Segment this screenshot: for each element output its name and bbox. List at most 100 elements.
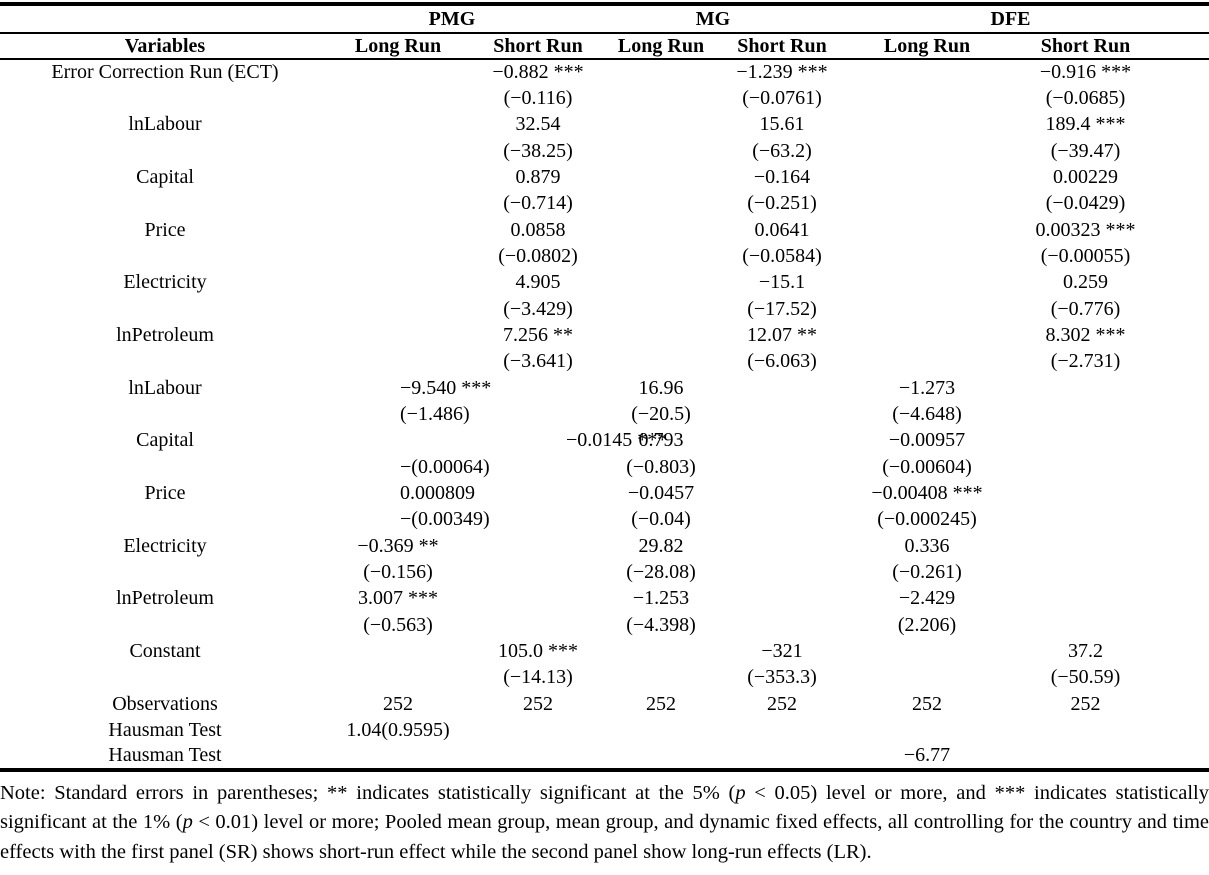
- variable-label: Price: [144, 481, 186, 504]
- cell-value: [466, 717, 610, 743]
- variable-label: Hausman Test: [108, 718, 222, 741]
- table-row: lnPetroleum 7.256 ** 12.07 ** 8.302 ***: [0, 322, 1209, 348]
- cell-value: −2.429: [898, 587, 956, 610]
- cell-value: 252: [646, 692, 676, 715]
- cell-value: 189.4 ***: [1045, 113, 1126, 136]
- table-row: Error Correction Run (ECT) −0.882 *** −1.2…: [0, 59, 1209, 85]
- cell-value: (−0.116): [503, 86, 573, 109]
- cell-value: (−14.13): [503, 666, 573, 689]
- cell-value: (−3.429): [503, 297, 573, 320]
- variable-label: [0, 612, 330, 638]
- variable-label: Electricity: [123, 534, 207, 557]
- variable-label: lnLabour: [128, 376, 202, 399]
- model-group-row: PMG MG DFE: [0, 4, 1209, 34]
- cell-value: [466, 586, 610, 612]
- cell-value: (−0.00604): [882, 455, 972, 478]
- cell-value: [330, 138, 466, 164]
- cell-value: [712, 559, 852, 585]
- cell-value: [712, 428, 852, 454]
- cell-value: [610, 744, 712, 770]
- cell-value: (−3.641): [503, 350, 573, 373]
- cell-value: [712, 533, 852, 559]
- cell-value: (−1.486): [400, 402, 470, 425]
- cell-value: −321: [761, 639, 803, 662]
- cell-value: (−38.25): [503, 139, 573, 162]
- cell-value: [852, 112, 1002, 138]
- table-row: (−14.13) (−353.3) (−50.59): [0, 665, 1209, 691]
- cell-value: 252: [383, 692, 413, 715]
- table-row: (−3.641) (−6.063) (−2.731): [0, 349, 1209, 375]
- cell-value: 1.04(0.9595): [346, 718, 450, 741]
- table-row: −(0.00064) (−0.803) (−0.00604): [0, 454, 1209, 480]
- table-row: −(0.00349) (−0.04) (−0.000245): [0, 507, 1209, 533]
- cell-value: 4.905: [515, 271, 561, 294]
- cell-value: (−0.803): [626, 455, 696, 478]
- group-header-pmg: PMG: [330, 4, 610, 34]
- table-row: (−38.25) (−63.2) (−39.47): [0, 138, 1209, 164]
- cell-value: [466, 612, 610, 638]
- cell-value: (−4.648): [892, 402, 962, 425]
- cell-value: [330, 191, 466, 217]
- variable-label: [0, 349, 330, 375]
- cell-value: 12.07 **: [747, 323, 817, 346]
- cell-value: [330, 217, 466, 243]
- cell-value: −0.369 **: [357, 534, 439, 557]
- cell-value: −9.540 ***: [400, 376, 492, 399]
- table-row: Capital −0.0145 *** 0.793 −0.00957: [0, 428, 1209, 454]
- corner-cell: [0, 4, 330, 34]
- cell-value: (−0.00055): [1040, 244, 1131, 267]
- cell-value: −6.77: [903, 744, 951, 767]
- cell-value: [610, 85, 712, 111]
- cell-value: [610, 638, 712, 664]
- table-row: Constant 105.0 *** −321 37.2: [0, 638, 1209, 664]
- cell-value: [852, 322, 1002, 348]
- cell-value: (−0.000245): [877, 508, 977, 531]
- table-row: Electricity −0.369 ** 29.82 0.336: [0, 533, 1209, 559]
- cell-value: [1002, 744, 1209, 770]
- cell-value: [1002, 507, 1209, 533]
- cell-value: 252: [912, 692, 942, 715]
- cell-value: (−0.261): [892, 560, 962, 583]
- cell-value: 105.0 ***: [498, 639, 578, 662]
- variable-label: [0, 191, 330, 217]
- cell-value: −0.164: [753, 165, 811, 188]
- variable-label: [0, 243, 330, 269]
- variable-label: Hausman Test: [108, 744, 222, 767]
- cell-value: [610, 191, 712, 217]
- cell-value: (−0.0761): [742, 86, 822, 109]
- cell-value: (−39.47): [1050, 139, 1121, 162]
- cell-value: (−17.52): [747, 297, 817, 320]
- cell-value: [1002, 612, 1209, 638]
- cell-value: [330, 349, 466, 375]
- variable-label: [0, 559, 330, 585]
- cell-value: 0.259: [1063, 271, 1108, 294]
- table-row: Observations 252 252 252 252 252 252: [0, 691, 1209, 717]
- cell-value: (−0.0685): [1045, 86, 1126, 109]
- table-row: lnLabour −9.540 *** 16.96 −1.273: [0, 375, 1209, 401]
- cell-value: [712, 612, 852, 638]
- cell-value: (−0.156): [363, 560, 433, 583]
- cell-value: (−4.398): [626, 613, 696, 636]
- cell-value: 0.0641: [754, 218, 810, 241]
- cell-value: [610, 665, 712, 691]
- cell-value: [610, 296, 712, 322]
- cell-value: −0.00408 ***: [871, 481, 983, 504]
- cell-value: [712, 375, 852, 401]
- cell-value: [330, 322, 466, 348]
- cell-value: [610, 164, 712, 190]
- cell-value: (−353.3): [747, 666, 817, 689]
- cell-value: (−0.714): [503, 192, 573, 215]
- cell-value: 252: [767, 692, 797, 715]
- column-header-row: Variables Long Run Short Run Long Run Sh…: [0, 33, 1209, 60]
- table-row: Hausman Test 1.04(0.9595): [0, 717, 1209, 743]
- note-text: < 0.01) level or more; Pooled mean group…: [0, 811, 1209, 863]
- cell-value: [330, 270, 466, 296]
- cell-value: [610, 243, 712, 269]
- cell-value: (−0.776): [1050, 297, 1121, 320]
- col-header-variables: Variables: [0, 33, 330, 60]
- cell-value: 0.879: [515, 165, 561, 188]
- cell-value: [330, 85, 466, 111]
- variable-label: Capital: [136, 429, 194, 452]
- variable-label: Electricity: [123, 271, 207, 294]
